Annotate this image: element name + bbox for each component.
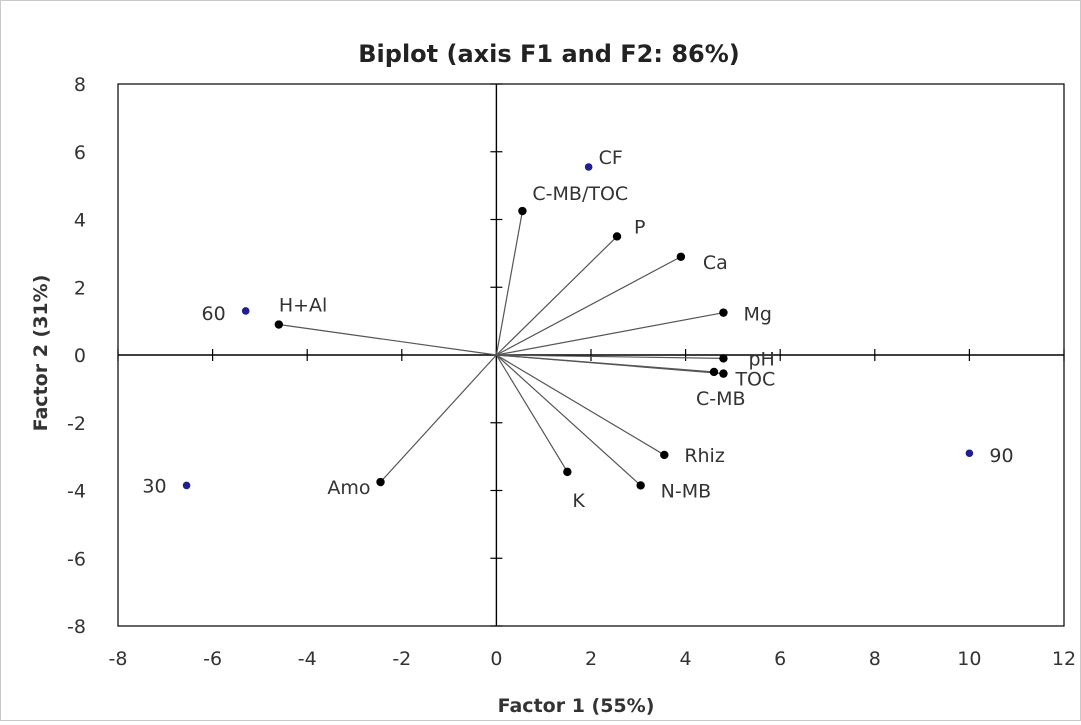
chart-title: Biplot (axis F1 and F2: 86%) <box>358 40 739 68</box>
variable-label: Ca <box>703 252 728 274</box>
loading-vector <box>495 236 618 356</box>
variable-point <box>518 206 527 216</box>
variable-point <box>660 450 669 460</box>
observation-point <box>241 307 250 315</box>
variable-label: TOC <box>734 369 775 391</box>
x-tick-label: 10 <box>957 648 981 670</box>
x-tick-label: -4 <box>298 648 317 670</box>
loading-vector <box>496 256 682 356</box>
variable-label: K <box>572 490 585 512</box>
variable-point <box>636 481 645 490</box>
loading-vector <box>278 323 497 356</box>
y-tick-label: 0 <box>74 345 86 367</box>
x-tick-label: 12 <box>1052 648 1076 670</box>
observation-point <box>965 449 974 458</box>
loading-vector <box>496 312 724 356</box>
variable-label: Rhiz <box>684 445 725 467</box>
loading-vector <box>496 354 724 359</box>
x-tick-label: 8 <box>869 648 881 670</box>
variable-point <box>563 467 572 477</box>
y-tick-label: 2 <box>74 277 86 299</box>
loading-vector <box>495 354 642 486</box>
y-tick-label: -6 <box>67 548 86 570</box>
x-tick-label: -2 <box>392 648 411 670</box>
y-tick-label: -8 <box>67 616 86 638</box>
variable-point <box>376 477 385 487</box>
variable-point <box>719 369 728 378</box>
x-axis-title: Factor 1 (55%) <box>498 695 655 717</box>
y-tick-label: 4 <box>74 210 86 232</box>
observation-label: CF <box>599 147 623 169</box>
variable-label: pH <box>748 348 774 370</box>
plot-layer: -8 -6 -4 -2 0 2 4 6 8 10 12 8 6 4 2 0 -2 -4 -6 -8 C-MB/TOC P C… <box>67 74 1076 670</box>
variable-point <box>612 232 622 241</box>
variable-label: Mg <box>743 304 771 326</box>
variable-label: P <box>634 216 645 238</box>
variable-label: Amo <box>327 477 370 499</box>
variable-point <box>676 252 686 261</box>
observation-point <box>584 163 593 171</box>
observation-label: 60 <box>202 303 226 325</box>
loading-vector <box>380 354 497 483</box>
y-tick-label: 6 <box>74 142 86 164</box>
y-tick-label: -4 <box>67 481 86 503</box>
loading-vector <box>496 354 665 456</box>
variable-point <box>719 308 728 317</box>
x-tick-label: 2 <box>585 648 597 670</box>
x-tick-label: 6 <box>774 648 786 670</box>
x-tick-label: 0 <box>490 648 502 670</box>
y-tick-label: -2 <box>67 413 86 435</box>
variable-label: C-MB/TOC <box>532 183 628 205</box>
observation-label: 90 <box>989 445 1013 467</box>
loading-vector <box>496 354 715 373</box>
y-axis-title: Factor 2 (31%) <box>30 275 52 432</box>
x-tick-label: 4 <box>680 648 692 670</box>
variable-label: C-MB <box>696 388 746 410</box>
variable-label: N-MB <box>661 480 712 502</box>
y-tick-label: 8 <box>74 74 86 96</box>
x-tick-label: -8 <box>109 648 128 670</box>
variable-label: H+Al <box>279 295 327 317</box>
variable-point <box>274 320 284 329</box>
observation-point <box>182 481 191 490</box>
x-tick-label: -6 <box>203 648 222 670</box>
variable-point <box>719 354 728 363</box>
variable-point <box>709 367 719 377</box>
loading-vector <box>495 210 524 356</box>
loading-vector <box>495 354 568 473</box>
observation-label: 30 <box>142 475 166 497</box>
